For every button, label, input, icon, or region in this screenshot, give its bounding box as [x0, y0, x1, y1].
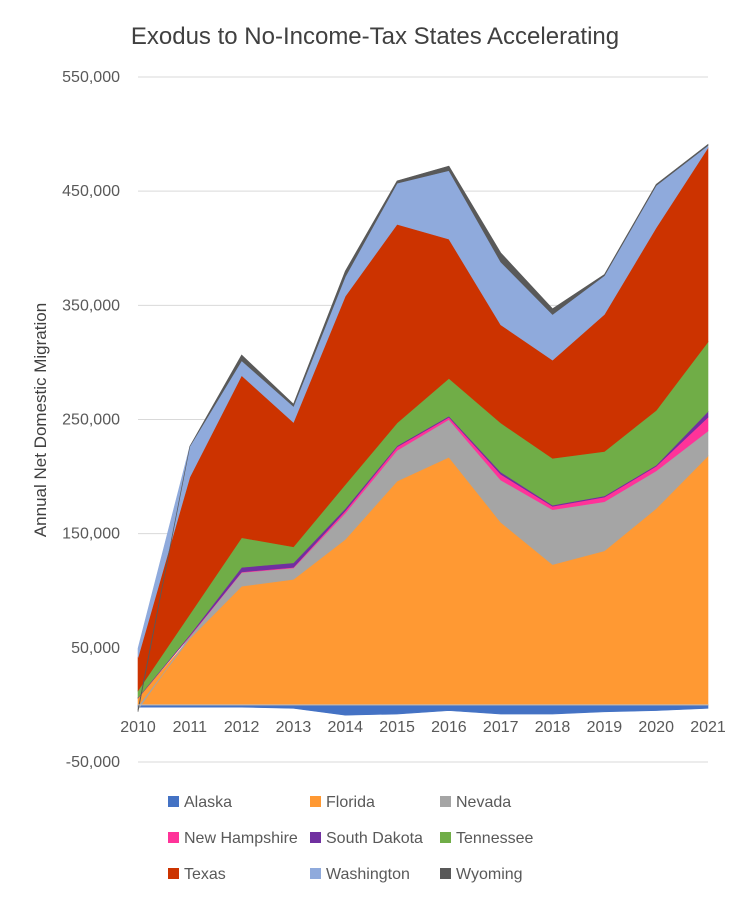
legend-item: Texas [168, 866, 226, 883]
y-tick-label: 250,000 [62, 412, 120, 429]
legend-item: Nevada [440, 794, 511, 811]
x-tick-label: 2013 [276, 719, 312, 736]
x-tick-label: 2018 [535, 719, 571, 736]
y-tick-label: -50,000 [66, 754, 120, 771]
x-tick-label: 2021 [690, 719, 726, 736]
legend-label: South Dakota [326, 830, 423, 847]
y-tick-label: 350,000 [62, 297, 120, 314]
x-tick-label: 2011 [173, 719, 208, 736]
y-tick-label: 550,000 [62, 69, 120, 86]
x-tick-label: 2019 [587, 719, 623, 736]
y-axis: -50,000 50,000 150,000 250,000 350,000 450,00… [62, 69, 120, 771]
plot-areas [137, 143, 709, 716]
x-tick-label: 2020 [638, 719, 674, 736]
legend-swatch [310, 868, 321, 879]
y-tick-label: 50,000 [71, 640, 120, 657]
legend-item: Alaska [168, 794, 232, 811]
x-tick-label: 2015 [379, 719, 415, 736]
legend-item: South Dakota [310, 830, 423, 847]
legend-swatch [440, 832, 451, 843]
x-tick-label: 2014 [327, 719, 363, 736]
x-tick-label: 2012 [224, 719, 260, 736]
legend-swatch [310, 796, 321, 807]
legend-label: Nevada [456, 794, 511, 811]
legend: Alaska Florida Nevada New Hampshire South Da… [168, 794, 533, 883]
legend-label: Alaska [184, 794, 232, 811]
legend-label: New Hampshire [184, 830, 298, 847]
area-series-wyoming [137, 143, 709, 712]
legend-label: Texas [184, 866, 226, 883]
legend-item: Washington [310, 866, 410, 883]
x-tick-labels: 2010 2011 2012 2013 2014 2015 2016 2017 2018 2019… [120, 719, 726, 736]
area-series-alaska [137, 704, 709, 716]
x-tick-label: 2017 [483, 719, 519, 736]
legend-swatch [310, 832, 321, 843]
y-axis-label: Annual Net Domestic Migration [31, 303, 50, 537]
x-tick-label: 2010 [120, 719, 156, 736]
legend-item: Tennessee [440, 830, 533, 847]
legend-item: New Hampshire [168, 830, 298, 847]
legend-swatch [440, 868, 451, 879]
legend-swatch [168, 796, 179, 807]
legend-swatch [168, 868, 179, 879]
y-tick-label: 150,000 [62, 526, 120, 543]
x-tick-label: 2016 [431, 719, 467, 736]
legend-label: Tennessee [456, 830, 533, 847]
legend-label: Florida [326, 794, 375, 811]
legend-label: Washington [326, 866, 410, 883]
chart-title: Exodus to No-Income-Tax States Accelerat… [131, 23, 619, 50]
y-tick-label: 450,000 [62, 183, 120, 200]
legend-item: Wyoming [440, 866, 523, 883]
legend-item: Florida [310, 794, 375, 811]
legend-swatch [168, 832, 179, 843]
legend-swatch [440, 796, 451, 807]
legend-label: Wyoming [456, 866, 523, 883]
